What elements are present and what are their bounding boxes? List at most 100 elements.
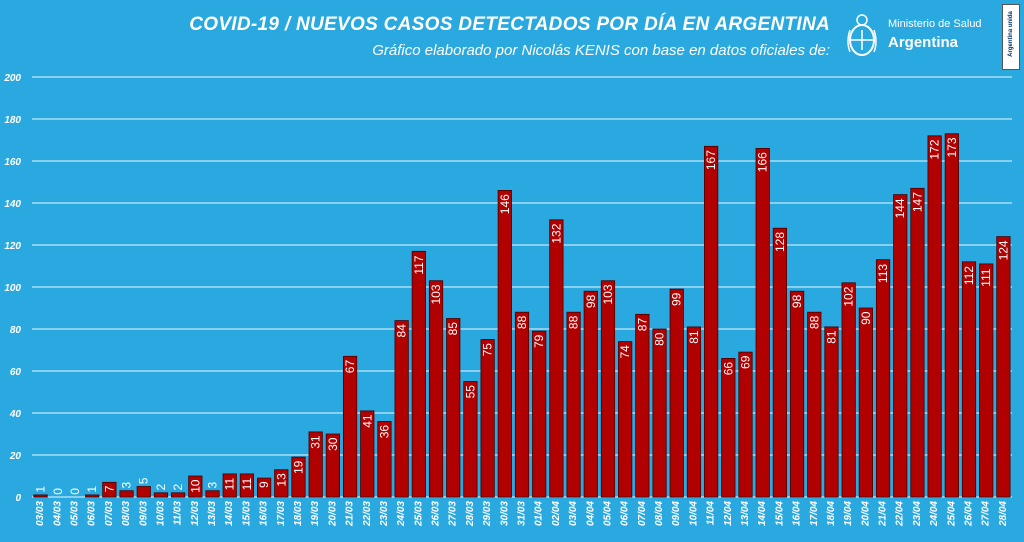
bar (772, 227, 787, 498)
data-label: 124 (996, 240, 1010, 260)
y-tick-label: 20 (9, 451, 22, 462)
bar (635, 313, 650, 498)
data-label: 3 (120, 481, 134, 488)
data-label: 5 (137, 477, 151, 484)
bar (308, 431, 323, 498)
data-label: 99 (670, 292, 684, 306)
x-tick-label: 26/04 (964, 501, 975, 527)
x-tick-label: 12/04 (723, 501, 734, 526)
x-tick-label: 01/04 (534, 501, 545, 526)
x-tick-label: 04/04 (585, 501, 596, 526)
y-tick-label: 120 (4, 241, 21, 252)
data-label: 2 (171, 484, 185, 491)
y-tick-label: 180 (4, 115, 21, 126)
x-axis: 03/03 04/03 05/03 06/03 07/03 08/03 09/03 10/03… (35, 501, 1009, 527)
x-tick-label: 17/03 (276, 501, 287, 526)
bars (33, 133, 1011, 498)
x-tick-label: 18/04 (826, 501, 837, 526)
logo-ministry-text: Ministerio de Salud (888, 18, 982, 30)
data-label: 98 (584, 294, 598, 308)
x-tick-label: 29/03 (482, 501, 493, 527)
data-label: 166 (756, 152, 770, 172)
data-label: 103 (601, 284, 615, 304)
bar (102, 481, 117, 498)
bar (583, 290, 598, 498)
data-label: 172 (928, 139, 942, 159)
bar (463, 381, 478, 498)
bar (205, 490, 220, 498)
bar (755, 147, 770, 498)
data-label: 88 (807, 315, 821, 329)
bar (325, 433, 340, 498)
coat-of-arms-icon (847, 14, 877, 56)
x-tick-label: 22/04 (895, 501, 906, 527)
x-tick-label: 16/03 (259, 501, 270, 526)
data-label: 0 (68, 488, 82, 495)
x-tick-label: 24/03 (396, 501, 407, 527)
x-tick-label: 16/04 (792, 501, 803, 526)
x-tick-label: 31/03 (517, 501, 528, 526)
x-tick-label: 08/03 (121, 501, 132, 526)
bar (446, 318, 461, 498)
bar (669, 288, 684, 498)
data-label: 90 (859, 311, 873, 325)
bar (721, 357, 736, 498)
y-tick-label: 200 (3, 73, 21, 84)
bar (807, 311, 822, 498)
x-tick-label: 19/04 (843, 501, 854, 526)
bar (274, 469, 289, 498)
data-label: 88 (515, 315, 529, 329)
x-tick-label: 02/04 (551, 501, 562, 526)
bar (171, 492, 186, 498)
data-label: 79 (532, 334, 546, 348)
x-tick-label: 26/03 (431, 501, 442, 527)
bar (652, 328, 667, 498)
bar (549, 219, 564, 498)
bar (136, 486, 151, 498)
data-label: 81 (824, 330, 838, 344)
data-label: 2 (154, 484, 168, 491)
x-tick-label: 12/03 (190, 501, 201, 526)
bar (239, 473, 255, 498)
data-label: 88 (567, 315, 581, 329)
bar (222, 473, 237, 498)
bar (944, 133, 959, 498)
bar (566, 311, 581, 498)
bar (377, 420, 392, 498)
y-axis: 0 20 40 60 80 100 120 140 160 180 200 (3, 73, 21, 504)
data-label: 41 (360, 414, 374, 428)
bar (979, 263, 994, 498)
bar (188, 475, 203, 498)
bar (618, 341, 633, 498)
x-tick-label: 20/04 (860, 501, 871, 527)
bar (600, 280, 616, 498)
bar (411, 250, 426, 498)
x-tick-label: 17/04 (809, 501, 820, 526)
data-label: 11 (240, 478, 254, 491)
bar (532, 330, 547, 498)
logo-country-text: Argentina (888, 34, 959, 51)
data-label: 146 (498, 194, 512, 214)
y-tick-label: 0 (15, 493, 21, 504)
x-tick-label: 25/03 (413, 501, 424, 527)
argentina-unida-badge: Argentina unida (1002, 4, 1020, 70)
data-label: 13 (274, 473, 288, 487)
y-tick-label: 60 (10, 367, 22, 378)
bar (996, 236, 1011, 498)
x-tick-label: 23/04 (912, 501, 923, 527)
y-tick-label: 140 (4, 199, 21, 210)
x-tick-label: 10/04 (688, 501, 699, 526)
bar (33, 494, 48, 498)
bar (428, 280, 444, 498)
x-tick-label: 21/03 (345, 501, 356, 527)
x-tick-label: 07/03 (104, 501, 115, 526)
data-label: 74 (618, 345, 632, 359)
chart-title: COVID-19 / NUEVOS CASOS DETECTADOS POR D… (189, 14, 830, 35)
x-tick-label: 15/04 (774, 501, 785, 526)
x-tick-label: 27/03 (448, 501, 459, 527)
bar (291, 456, 306, 498)
x-tick-label: 27/04 (981, 501, 992, 527)
bar (789, 290, 805, 498)
